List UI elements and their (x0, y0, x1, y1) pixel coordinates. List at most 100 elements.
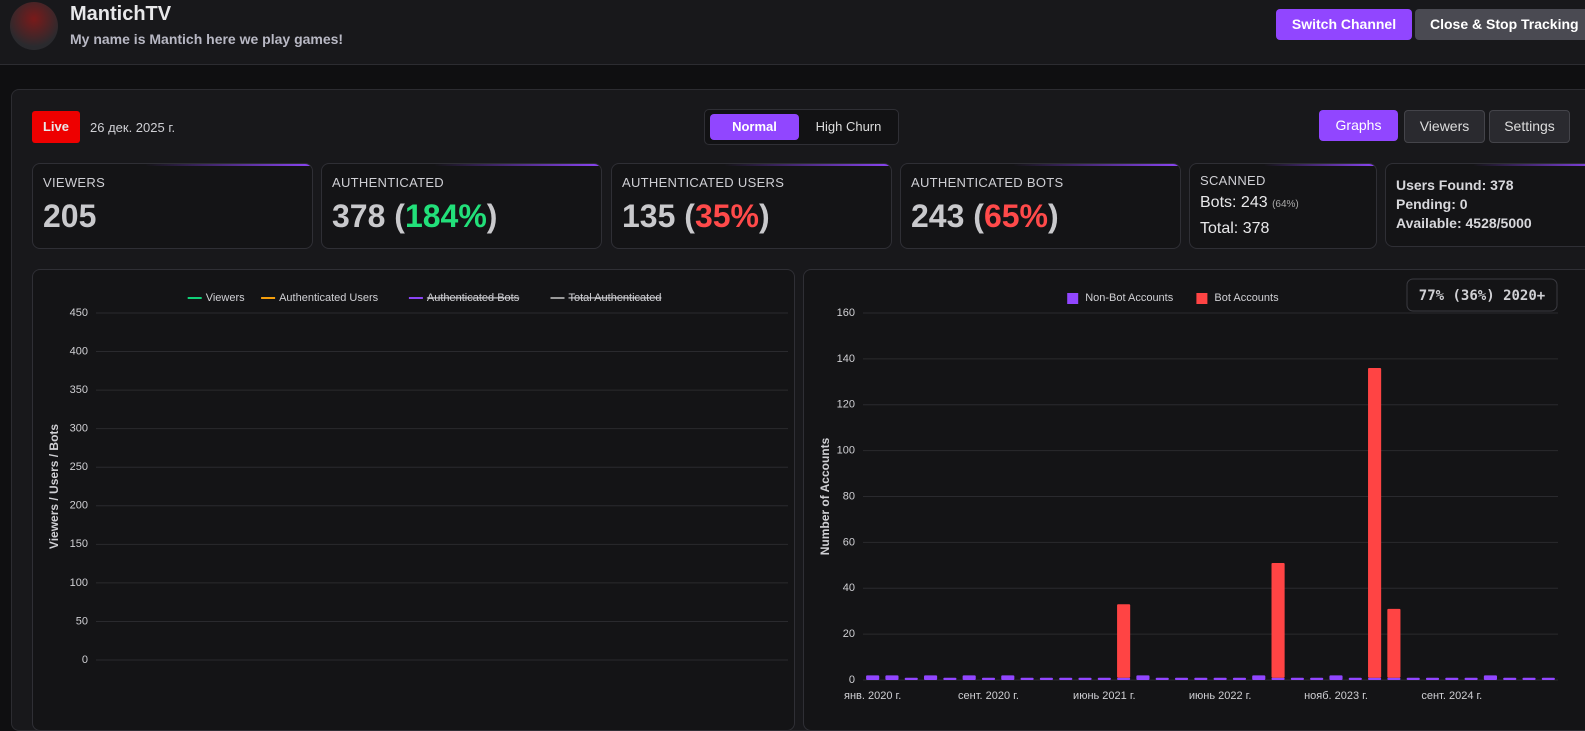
y-tick-label: 0 (82, 654, 88, 666)
y-tick-label: 300 (70, 423, 88, 435)
x-tick-label: июнь 2021 г. (1073, 690, 1136, 702)
stat-label: AUTHENTICATED (332, 175, 444, 190)
mode-toggle: Normal High Churn (704, 109, 899, 145)
line-chart-panel: 0 50 100 150 200 250 300 350 400 450 Viewers / Use… (32, 269, 795, 731)
y-tick-label: 450 (70, 307, 88, 319)
x-tick-label: нояб. 2023 г. (1304, 690, 1368, 702)
mode-button[interactable]: Normal (710, 114, 799, 140)
live-badge: Live (32, 111, 80, 143)
y-axis-label: Number of Accounts (818, 437, 832, 555)
channel-subtitle: My name is Mantich here we play games! (70, 31, 344, 47)
legend-label: Authenticated Bots (427, 292, 520, 304)
bar-chart-panel: 0 20 40 60 80 100 120 140 160 Number of Accounts N… (803, 269, 1585, 731)
bar (1039, 677, 1053, 680)
stat-card: VIEWERS 205 (32, 163, 313, 249)
bar (1464, 677, 1478, 680)
status-card: Users Found: 378 Pending: 0 Available: 452… (1385, 163, 1585, 247)
bar (1522, 677, 1536, 680)
bar (1425, 677, 1440, 680)
y-tick-label: 0 (849, 674, 855, 686)
bar (1329, 675, 1343, 680)
tab-button[interactable]: Graphs (1319, 110, 1398, 141)
bar (962, 675, 976, 680)
bar (1368, 677, 1382, 680)
badge: 77% (36%) 2020+ (1419, 288, 1545, 304)
y-tick-label: 150 (70, 538, 88, 550)
bar (1213, 677, 1227, 680)
bar (1406, 677, 1420, 680)
y-tick-label: 250 (70, 461, 88, 473)
value: 205 (43, 198, 97, 234)
label: Bots: (1200, 194, 1237, 211)
legend-label: Viewers (206, 292, 245, 304)
close-button[interactable]: Close & Stop Tracking (1415, 9, 1585, 40)
value: 0 (1459, 196, 1468, 212)
bar (866, 675, 880, 680)
status-row: Pending: 0 (1396, 195, 1585, 214)
bar (1503, 677, 1517, 680)
value: 378 (332, 198, 386, 234)
date: 26 дек. 2025 г. (90, 120, 176, 135)
bar (1483, 675, 1497, 680)
value: 243 (1240, 194, 1268, 211)
legend-label: Authenticated Users (279, 292, 379, 304)
bar (1117, 677, 1131, 680)
bar (1271, 563, 1285, 678)
paren: ) (758, 198, 770, 234)
tab-button[interactable]: Settings (1489, 110, 1570, 143)
tab-button[interactable]: Viewers (1404, 110, 1485, 143)
stat-value: 135 (35%) (622, 198, 770, 235)
percent: 184% (404, 198, 487, 234)
bar (1387, 608, 1401, 678)
label: Available: (1396, 215, 1462, 231)
bar (981, 677, 996, 680)
bar (1097, 677, 1111, 680)
paren: ( (973, 198, 984, 234)
legend-label: Bot Accounts (1214, 292, 1279, 304)
bar (924, 675, 938, 680)
y-tick-label: 100 (70, 577, 88, 589)
paren: ( (394, 198, 405, 234)
switch-button[interactable]: Switch Channel (1276, 9, 1412, 40)
status-row: Available: 4528/5000 (1396, 214, 1585, 233)
bar (1271, 677, 1285, 680)
y-tick-label: 20 (843, 628, 855, 640)
stat-card: AUTHENTICATED USERS 135 (35%) (611, 163, 892, 249)
legend-label: Non-Bot Accounts (1085, 292, 1174, 304)
label: Total: (1200, 220, 1239, 237)
y-tick-label: 400 (70, 345, 88, 357)
value: 378 (1242, 220, 1270, 237)
mode-button[interactable]: High Churn (815, 119, 882, 134)
stat-label: AUTHENTICATED BOTS (911, 175, 1064, 190)
y-axis-label: Viewers / Users / Bots (47, 424, 61, 550)
bar (904, 677, 918, 680)
y-tick-label: 200 (70, 500, 88, 512)
paren: ) (1047, 198, 1059, 234)
paren: ) (486, 198, 498, 234)
legend-swatch (1067, 293, 1079, 304)
badge-box (1406, 278, 1558, 312)
header: MantichTV My name is Mantich here we pla… (0, 0, 1585, 65)
stat-value: 205 (43, 198, 96, 235)
bar (1348, 677, 1362, 680)
y-tick-label: 100 (837, 445, 855, 457)
status-row: Users Found: 378 (1396, 176, 1585, 195)
channel-title: MantichTV (70, 3, 172, 25)
bar (1445, 677, 1459, 680)
avatar (10, 2, 58, 50)
bar (1541, 677, 1555, 680)
label: Users Found: (1396, 177, 1487, 193)
stat-card: AUTHENTICATED 378 (184%) (321, 163, 602, 249)
value: 378 (1490, 177, 1514, 193)
y-tick-label: 140 (837, 353, 855, 365)
value: 135 (622, 198, 676, 234)
value: 4528/5000 (1465, 215, 1532, 231)
x-tick-label: июнь 2022 г. (1189, 690, 1252, 702)
scanned-card: SCANNED Bots: 243 (64%) Total: 378 (1189, 163, 1377, 249)
percent: 35% (694, 198, 759, 234)
bar (1387, 677, 1401, 680)
stat-value: 243 (65%) (911, 198, 1059, 235)
bar (943, 677, 957, 680)
bar-chart: 0 20 40 60 80 100 120 140 160 Number of Accounts N… (818, 278, 1558, 702)
